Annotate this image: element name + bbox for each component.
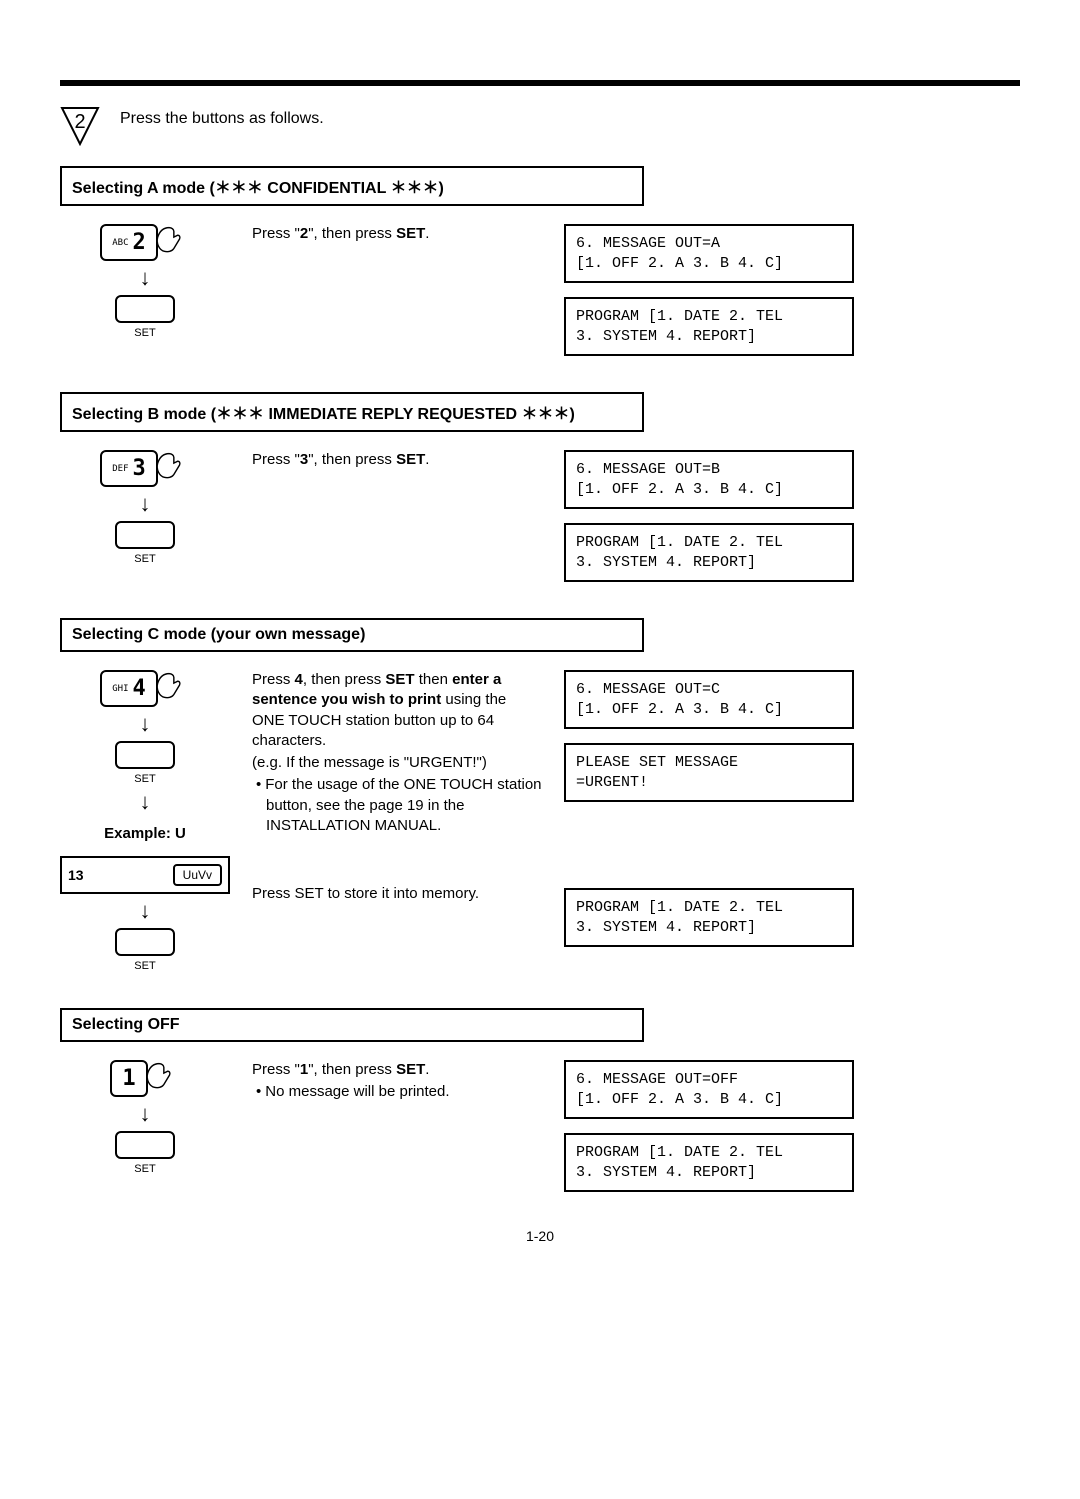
instruction-c: Press 4, then press SET then enter a sen… [252,670,542,972]
keypad-2-button[interactable]: ABC 2 [100,224,158,261]
hand-icon [142,1056,180,1094]
section-c: Selecting C mode (your own message) GHI … [60,618,1020,972]
lcd-c1: 6. MESSAGE OUT=C [1. OFF 2. A 3. B 4. C] [564,670,854,729]
lcd-b1: 6. MESSAGE OUT=B [1. OFF 2. A 3. B 4. C] [564,450,854,509]
set-label: SET [134,327,155,339]
lcd-off2: PROGRAM [1. DATE 2. TEL 3. SYSTEM 4. REP… [564,1133,854,1192]
section-off: Selecting OFF 1 ↓ SET Press "1", then pr… [60,1008,1020,1192]
section-a: Selecting A mode (＊＊＊ CONFIDENTIAL ＊＊＊) … [60,166,1020,356]
set-button[interactable] [115,928,175,956]
set-label: SET [134,553,155,565]
hand-icon [152,666,190,704]
down-arrow-icon: ↓ [140,900,151,922]
keypad-3-button[interactable]: DEF 3 [100,450,158,487]
key-13-number: 13 [68,867,84,883]
keypad-4-button[interactable]: GHI 4 [100,670,158,707]
instruction-a: Press "2", then press SET. [252,224,542,356]
down-arrow-icon: ↓ [140,713,151,735]
set-button[interactable] [115,521,175,549]
lcd-a2: PROGRAM [1. DATE 2. TEL 3. SYSTEM 4. REP… [564,297,854,356]
hand-icon [152,220,190,258]
down-arrow-icon: ↓ [140,791,151,813]
instruction-b: Press "3", then press SET. [252,450,542,582]
step-row: 2 Press the buttons as follows. [60,106,1020,146]
set-button[interactable] [115,295,175,323]
set-label: SET [134,1163,155,1175]
section-c-header: Selecting C mode (your own message) [60,618,644,652]
section-off-header: Selecting OFF [60,1008,644,1042]
lcd-c3: PROGRAM [1. DATE 2. TEL 3. SYSTEM 4. REP… [564,888,854,947]
section-a-header: Selecting A mode (＊＊＊ CONFIDENTIAL ＊＊＊) [60,166,644,206]
step-triangle-icon: 2 [60,106,100,146]
set-label: SET [134,960,155,972]
set-button[interactable] [115,741,175,769]
instruction-off: Press "1", then press SET. •No message w… [252,1060,542,1192]
down-arrow-icon: ↓ [140,1103,151,1125]
down-arrow-icon: ↓ [140,267,151,289]
down-arrow-icon: ↓ [140,493,151,515]
svg-text:2: 2 [74,111,85,133]
hand-icon [152,446,190,484]
page-number: 1-20 [60,1228,1020,1244]
example-label: Example: U [104,825,186,842]
section-b-header: Selecting B mode (＊＊＊ IMMEDIATE REPLY RE… [60,392,644,432]
key-13-button[interactable]: UuVv [173,864,222,886]
set-button[interactable] [115,1131,175,1159]
section-b: Selecting B mode (＊＊＊ IMMEDIATE REPLY RE… [60,392,1020,582]
lcd-c2: PLEASE SET MESSAGE =URGENT! [564,743,854,802]
lcd-b2: PROGRAM [1. DATE 2. TEL 3. SYSTEM 4. REP… [564,523,854,582]
top-rule [60,80,1020,86]
lcd-off1: 6. MESSAGE OUT=OFF [1. OFF 2. A 3. B 4. … [564,1060,854,1119]
intro-text: Press the buttons as follows. [120,110,324,128]
set-label: SET [134,773,155,785]
lcd-a1: 6. MESSAGE OUT=A [1. OFF 2. A 3. B 4. C] [564,224,854,283]
